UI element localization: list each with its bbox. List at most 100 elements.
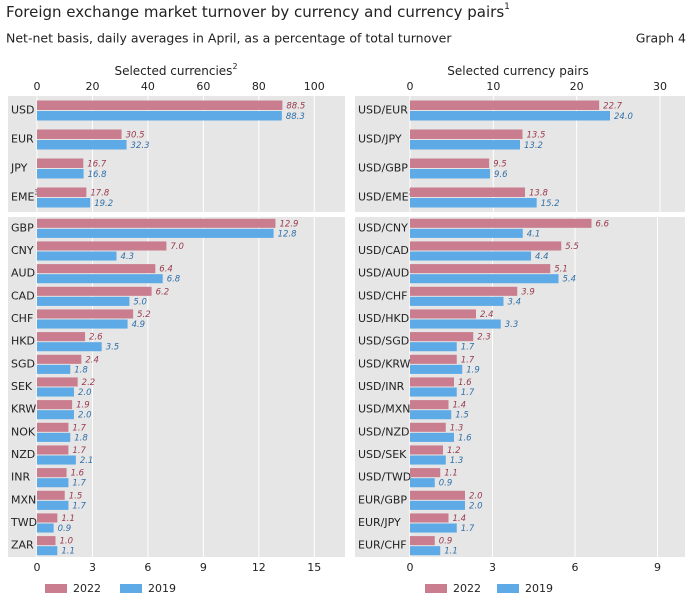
y-tick-label: KRW	[11, 403, 36, 416]
bar	[410, 455, 446, 465]
value-label: 1.7	[72, 479, 86, 489]
y-tick-label: SEK	[11, 380, 33, 393]
x-tick-label: 3	[489, 561, 496, 574]
bar	[37, 228, 274, 238]
value-label: 1.7	[461, 524, 475, 534]
bar	[410, 342, 457, 352]
value-label: 2.0	[469, 501, 483, 511]
value-label: 1.6	[458, 378, 472, 388]
bar	[410, 319, 501, 329]
bar	[410, 468, 441, 478]
y-tick-label: SGD	[11, 357, 35, 370]
bar	[37, 140, 127, 150]
bar	[410, 523, 457, 533]
category-name: EUR/CHF	[358, 539, 407, 552]
value-label: 1.9	[466, 365, 480, 375]
x-tick-label: 6	[144, 561, 151, 574]
category-name: USD/EUR	[358, 104, 408, 117]
bar	[410, 169, 490, 179]
bar	[37, 478, 69, 488]
bar	[410, 140, 520, 150]
bar	[37, 319, 128, 329]
bar	[37, 432, 71, 442]
legend-label: 2019	[525, 582, 553, 595]
category-name: USD/AUD	[358, 267, 409, 280]
category-name: USD	[11, 104, 35, 117]
value-label: 17.8	[90, 188, 110, 198]
panel-title-text: Selected currencies	[114, 64, 232, 78]
bar	[410, 410, 452, 420]
category-name: EUR	[11, 133, 34, 146]
bar	[410, 286, 518, 296]
bar	[37, 523, 54, 533]
category-name: NOK	[11, 425, 36, 438]
value-label: 9.6	[494, 170, 508, 180]
legend-label: 2019	[148, 582, 176, 595]
bar	[37, 296, 130, 306]
bar	[410, 400, 449, 410]
bar	[410, 546, 441, 556]
category-name: USD/TWD	[358, 471, 411, 484]
value-label: 5.5	[565, 242, 579, 252]
y-tick-label: USD/TWD	[358, 471, 411, 484]
category-name: EUR/JPY	[358, 516, 401, 529]
legend-label: 2022	[453, 582, 481, 595]
value-label: 1.2	[447, 446, 461, 456]
y-tick-label: CNY	[11, 244, 34, 257]
y-tick-label: NZD	[11, 448, 35, 461]
bar	[37, 410, 74, 420]
value-label: 7.0	[170, 242, 184, 252]
bar	[410, 100, 600, 110]
bar	[410, 478, 435, 488]
value-label: 6.6	[596, 219, 610, 229]
x-tick-label: 3	[89, 561, 96, 574]
bar	[37, 198, 91, 208]
y-tick-label: EUR/JPY	[358, 516, 401, 529]
bar	[37, 332, 86, 342]
x-tick-label: 12	[252, 561, 266, 574]
bar	[37, 546, 58, 556]
value-label: 4.9	[132, 320, 146, 330]
bar	[37, 286, 152, 296]
bar	[37, 500, 69, 510]
bar	[37, 169, 84, 179]
value-label: 1.3	[450, 423, 464, 433]
category-name: GBP	[11, 221, 34, 234]
value-label: 6.4	[159, 265, 173, 275]
value-label: 3.4	[508, 297, 522, 307]
chart-title: Foreign exchange market turnover by curr…	[6, 2, 510, 21]
y-tick-label: JPY	[10, 162, 28, 175]
bar	[37, 158, 84, 168]
y-tick-label: USD/KRW	[358, 357, 411, 370]
category-name: USD/GBP	[358, 162, 408, 175]
title-text: Foreign exchange market turnover by curr…	[6, 3, 504, 21]
category-name: USD/NZD	[358, 425, 409, 438]
value-label: 3.5	[106, 343, 120, 353]
panel-title-note: 2	[232, 62, 237, 71]
value-label: 2.4	[480, 310, 494, 320]
value-label: 1.4	[453, 401, 467, 411]
x-tick-label: 0	[34, 80, 41, 93]
y-tick-label: NOK	[11, 425, 36, 438]
value-label: 4.1	[527, 229, 541, 239]
category-note: 3	[34, 189, 38, 197]
value-label: 1.1	[444, 547, 458, 557]
value-label: 2.1	[80, 456, 94, 466]
value-label: 1.8	[74, 433, 88, 443]
y-tick-label: TWD	[10, 516, 37, 529]
value-label: 15.2	[541, 199, 560, 209]
y-tick-label: USD	[11, 104, 35, 117]
x-tick-label: 9	[654, 561, 661, 574]
bar	[410, 218, 592, 228]
category-name: CNY	[11, 244, 34, 257]
category-name: SEK	[11, 380, 33, 393]
value-label: 3.9	[521, 287, 535, 297]
category-name: USD/KRW	[358, 357, 411, 370]
y-tick-label: USD/INR	[358, 380, 405, 393]
category-name: USD/MXN	[358, 403, 410, 416]
value-label: 1.0	[59, 537, 73, 547]
legend-swatch	[425, 584, 447, 593]
x-tick-label: 20	[85, 80, 99, 93]
bar	[37, 490, 65, 500]
graph-label: Graph 4	[636, 31, 686, 46]
